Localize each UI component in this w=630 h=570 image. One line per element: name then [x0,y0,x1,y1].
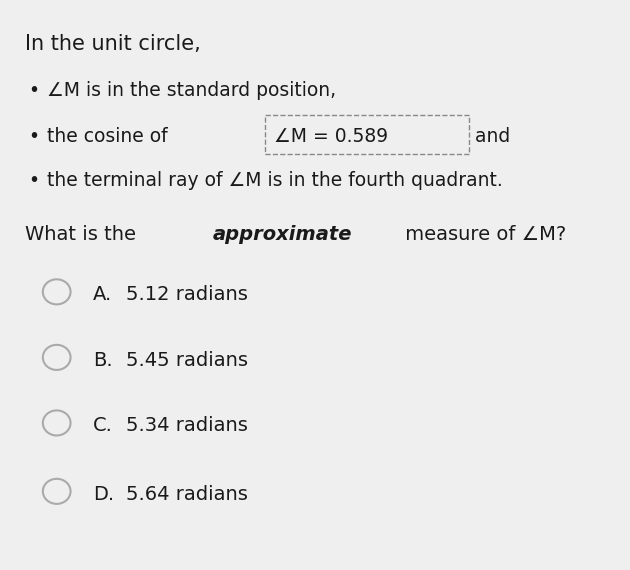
Text: 5.64 radians: 5.64 radians [126,484,248,503]
Text: 5.12 radians: 5.12 radians [126,285,248,304]
Text: B.: B. [93,351,113,369]
Text: the terminal ray of ∠M is in the fourth quadrant.: the terminal ray of ∠M is in the fourth … [47,171,503,190]
Text: and: and [469,127,510,145]
Text: the cosine of: the cosine of [47,127,174,145]
Text: •: • [28,171,40,190]
Text: ∠M = 0.589: ∠M = 0.589 [274,127,388,145]
Text: •: • [28,81,40,100]
Text: 5.45 radians: 5.45 radians [126,351,248,369]
Text: ∠M is in the standard position,: ∠M is in the standard position, [47,81,336,100]
Text: D.: D. [93,484,115,503]
Text: In the unit circle,: In the unit circle, [25,34,201,54]
Text: C.: C. [93,416,113,435]
Text: What is the: What is the [25,225,142,244]
Text: measure of ∠M?: measure of ∠M? [399,225,566,244]
Text: A.: A. [93,285,113,304]
Text: approximate: approximate [213,225,352,244]
Text: •: • [28,127,40,145]
Text: 5.34 radians: 5.34 radians [126,416,248,435]
